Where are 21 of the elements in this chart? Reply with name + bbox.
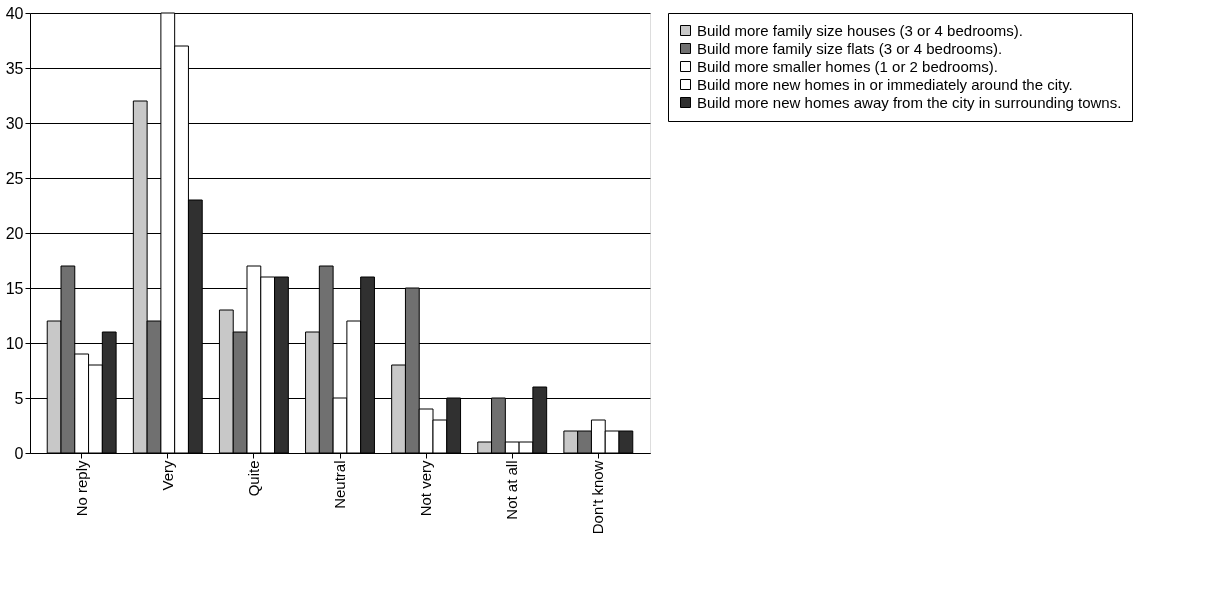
y-tick-label: 40 xyxy=(5,4,24,22)
y-tick-label: 25 xyxy=(5,169,24,187)
legend-label: Build more new homes away from the city in surrounding towns. xyxy=(697,93,1122,111)
x-tick-label: No reply xyxy=(72,460,90,517)
x-tick-label: Don't know xyxy=(589,460,607,535)
x-tick-label: Very xyxy=(158,460,176,491)
y-tick-label: 0 xyxy=(14,444,24,462)
y-tick-label: 10 xyxy=(5,334,24,352)
y-tick-label: 20 xyxy=(5,224,24,242)
legend-label: Build more family size flats (3 or 4 bedrooms). xyxy=(697,39,1003,57)
y-tick-label: 5 xyxy=(14,389,24,407)
legend-label: Build more new homes in or immediately around the city. xyxy=(697,75,1073,93)
legend-label: Build more smaller homes (1 or 2 bedrooms). xyxy=(697,57,998,75)
legend-label: Build more family size houses (3 or 4 bedrooms). xyxy=(697,21,1023,39)
y-tick-label: 35 xyxy=(5,59,24,77)
x-tick-label: Not very xyxy=(417,460,435,517)
x-tick-label: Not at all xyxy=(503,460,521,520)
y-tick-label: 15 xyxy=(5,279,24,297)
x-tick-label: Quite xyxy=(244,460,262,497)
y-tick-label: 30 xyxy=(5,114,24,132)
x-tick-label: Neutral xyxy=(331,460,348,509)
